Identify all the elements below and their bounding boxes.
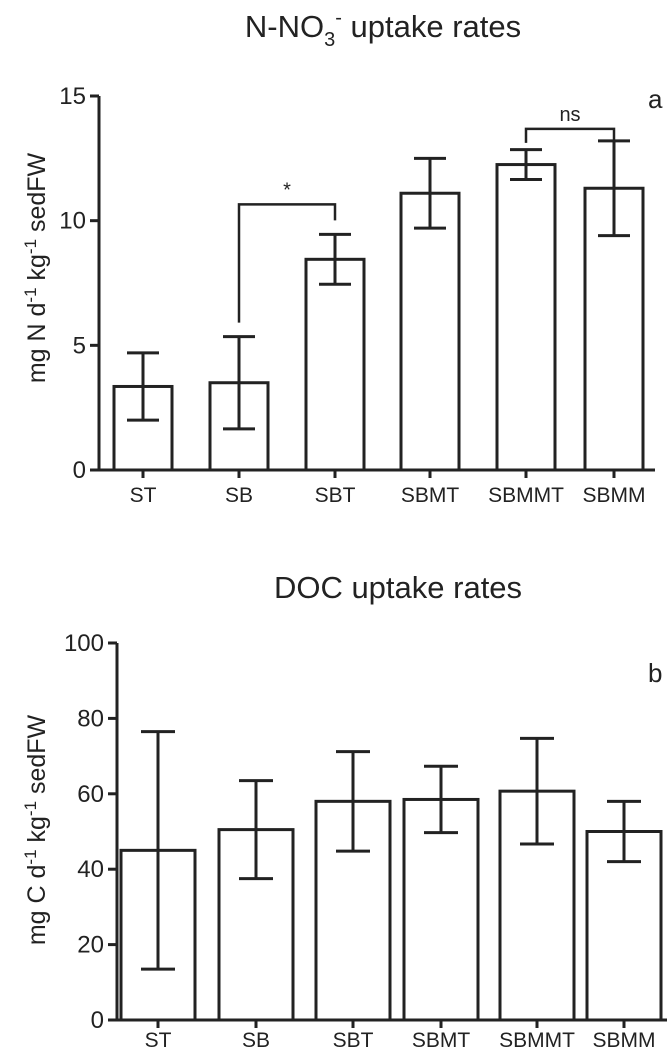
significance-bracket [237,203,337,323]
y-axis-label-b: mg C d-1 kg-1 sedFW [21,714,51,945]
x-tick-label: ST [130,484,157,507]
x-tick-labels-a: ST SB SBT SBMT SBMMT SBMM [130,470,646,507]
bar-sbmmt [495,163,557,472]
bar-sbmt [399,191,461,472]
y-tick-label: 5 [73,332,86,359]
y-tick-label: 60 [77,781,104,808]
bar-sbmm [585,830,663,1022]
bar-sbt [304,257,366,472]
x-tick-label: SBMM [593,1029,656,1050]
y-ticks-b: 0 20 40 60 80 100 [64,630,117,1034]
significance-bracket [524,127,616,143]
error-bars-a [127,139,630,431]
y-tick-label: 100 [64,630,104,657]
x-tick-label: SBMM [583,484,646,507]
panel-label-a: a [648,84,663,114]
y-tick-label: 10 [59,208,86,235]
x-tick-label: SB [225,484,253,507]
chart-title-a: N-NO3- uptake rates [245,7,521,51]
x-tick-labels-b: ST SB SBT SBMT SBMMT SBMM [145,1020,656,1050]
x-tick-label: SBT [315,484,356,507]
x-tick-label: SBMMT [488,484,564,507]
x-tick-label: ST [145,1029,172,1050]
panel-a: N-NO3- uptake rates a mg N d-1 kg-1 sedF… [21,7,663,507]
y-tick-label: 15 [59,83,86,110]
panel-label-b: b [648,658,662,688]
x-tick-label: SBT [333,1029,374,1050]
significance-brackets-a: * ns [237,104,616,323]
x-tick-label: SBMT [412,1029,471,1050]
y-axis-label-a: mg N d-1 kg-1 sedFW [21,152,51,383]
y-tick-label: 80 [77,705,104,732]
panel-b: DOC uptake rates b mg C d-1 kg-1 sedFW 0… [21,570,667,1050]
significance-label: * [283,179,291,201]
x-tick-label: SBMMT [499,1029,575,1050]
y-ticks-a: 0 5 10 15 [59,83,99,484]
bars-b [119,789,663,1022]
bars-a [112,163,645,472]
chart-title-b: DOC uptake rates [274,570,522,605]
y-tick-label: 0 [73,457,86,484]
y-tick-label: 40 [77,856,104,883]
error-bars-b [141,730,641,971]
x-tick-label: SB [242,1029,270,1050]
significance-label: ns [559,104,580,126]
x-tick-label: SBMT [401,484,460,507]
y-tick-label: 20 [77,932,104,959]
y-tick-label: 0 [91,1007,104,1034]
